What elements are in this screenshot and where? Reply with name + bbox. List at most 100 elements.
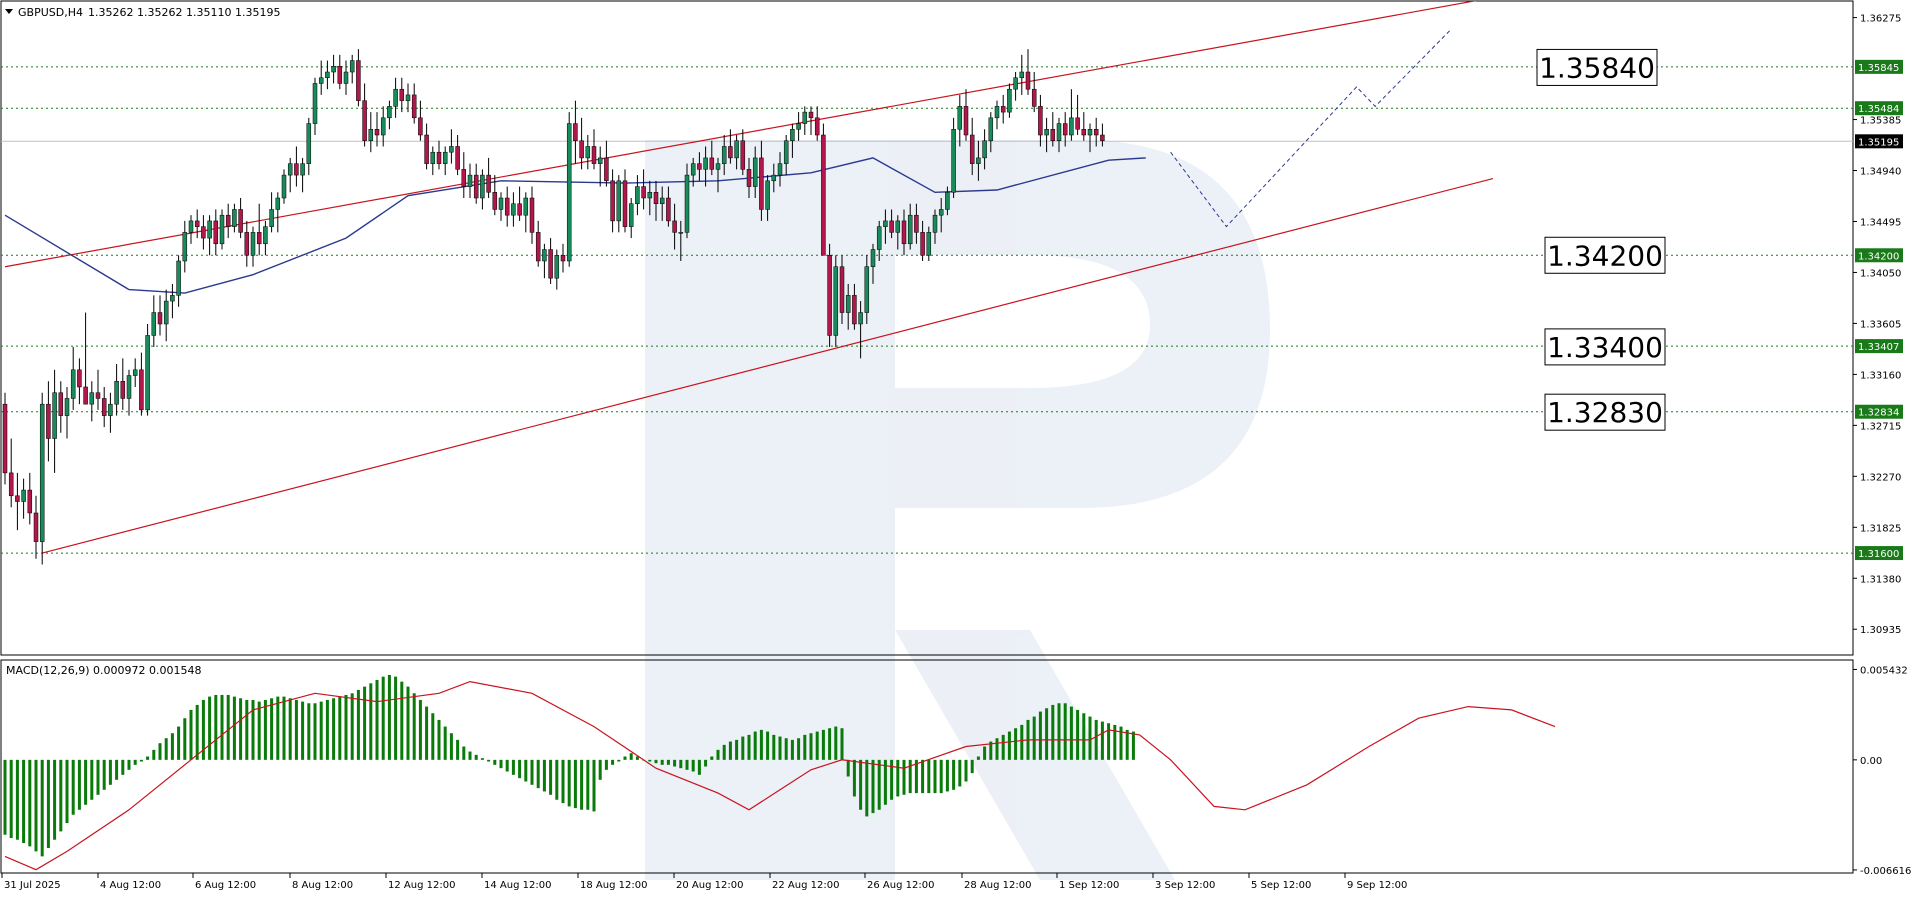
macd-histogram-bar [549,759,553,795]
current-price-tag-text: 1.35195 [1858,137,1899,148]
candle [1050,112,1056,147]
candle [244,220,250,267]
macd-histogram-bar [487,759,491,762]
candle [833,255,839,347]
candle-body [957,106,963,130]
macd-histogram-bar [865,759,869,817]
candle-body [219,214,225,245]
candle-body [920,232,925,256]
candle [517,186,522,221]
macd-histogram-bar [741,736,745,760]
candle [21,478,26,519]
candle-body [560,255,566,262]
candle [207,215,212,256]
candle [337,54,343,90]
candle-body [83,386,88,405]
level-price-tag [1855,546,1903,561]
candle-body [914,214,919,233]
macd-histogram-bar [604,759,608,770]
macd-histogram-bar [307,703,311,760]
macd-histogram-bar [1125,729,1129,760]
candle-body [145,335,150,411]
candle [1093,117,1099,147]
candle-body [1062,123,1068,136]
macd-histogram-bar [239,698,243,760]
candle-body [579,140,584,159]
candle [1019,54,1025,95]
macd-histogram-bar [375,679,379,760]
candle-body [139,369,144,411]
candle [83,312,88,405]
candle [300,157,305,193]
price-annotation: 1.33400 [1544,328,1666,366]
macd-histogram-bar [59,759,63,832]
candle [176,255,181,307]
candle [827,243,832,347]
macd-histogram-bar [964,759,968,782]
macd-histogram-bar [685,759,689,770]
candle [114,364,119,416]
macd-histogram-bar [15,759,19,840]
candle [343,60,349,95]
candle [988,112,994,153]
candle-body [15,495,20,502]
candle-body [529,197,535,233]
candle-body [740,140,746,170]
candle [318,60,324,95]
macd-histogram-bar [288,698,292,760]
candle [380,106,386,147]
macd-histogram-bar [146,756,150,760]
candle [461,152,467,199]
price-annotation: 1.34200 [1544,236,1666,274]
macd-histogram-bar [666,759,670,765]
macd-histogram-bar [301,701,305,760]
macd-histogram-bar [840,728,844,760]
candle [256,203,262,256]
macd-histogram-bar [883,759,887,805]
macd-histogram-bar [3,759,7,835]
candle-body [659,197,665,204]
candle [157,295,163,336]
candle-body [790,129,795,141]
candle [281,169,287,204]
candle-body [1056,123,1062,141]
candle [1081,112,1087,141]
macd-histogram-bar [803,734,807,760]
candle-body [814,117,820,136]
macd-histogram-bar [1020,724,1024,760]
candle-body [1019,71,1025,78]
candle-body [331,66,336,73]
candle [746,157,752,199]
candle-body [845,295,851,313]
candle-body [201,226,206,239]
macd-histogram-bar [710,756,714,760]
candle-body [585,146,591,159]
candle [349,54,355,84]
candle [783,135,789,176]
macd-histogram-bar [214,694,218,760]
macd-histogram-bar [592,759,596,812]
macd-histogram-bar [673,759,677,767]
candle-body [870,249,876,267]
macd-histogram-bar [499,759,503,769]
macd-histogram-bar [387,674,391,760]
candle [1062,112,1068,147]
macd-histogram-bar [474,754,478,760]
candle [976,140,981,181]
macd-histogram-bar [1119,726,1123,760]
candle [312,77,318,136]
macd-histogram-bar [1131,731,1135,760]
candle [238,198,243,239]
macd-histogram-bar [164,738,168,760]
candle [331,54,336,84]
macd-histogram-bar [245,699,249,760]
symbol-dropdown-icon[interactable] [5,9,13,14]
candle-body [325,71,330,78]
candle [473,163,479,204]
macd-histogram-bar [1088,716,1092,760]
candle [752,146,758,199]
candle-body [387,106,392,119]
macd-histogram-bar [933,759,937,794]
